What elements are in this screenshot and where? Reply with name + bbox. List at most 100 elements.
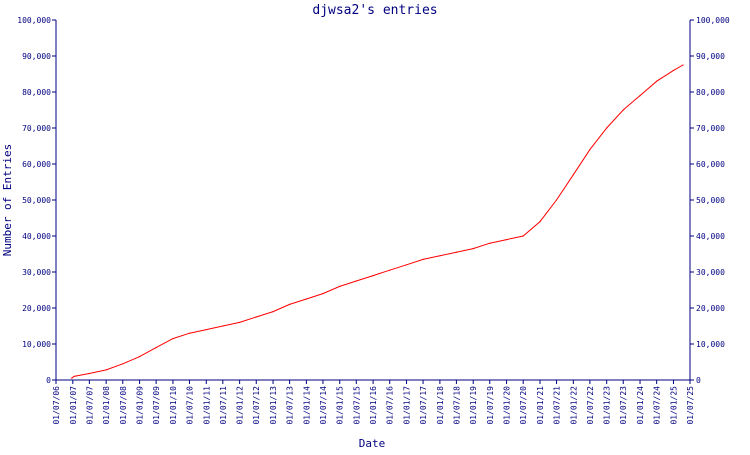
y-tick-label-right: 20,000: [696, 304, 725, 313]
data-point: [682, 64, 684, 66]
x-tick-label: 01/07/19: [486, 386, 495, 425]
x-tick-label: 01/01/22: [569, 386, 578, 425]
x-tick-label: 01/07/16: [386, 386, 395, 425]
data-point: [506, 239, 508, 241]
x-tick-label: 01/07/18: [452, 386, 461, 425]
x-tick-label: 01/07/25: [686, 386, 695, 425]
data-point: [289, 303, 291, 305]
x-tick-label: 01/01/19: [469, 386, 478, 425]
x-tick-label: 01/07/23: [619, 386, 628, 425]
data-point: [355, 280, 357, 282]
y-tick-label-left: 80,000: [22, 88, 51, 97]
y-axis-label: Number of Entries: [1, 144, 14, 257]
data-point: [172, 338, 174, 340]
y-tick-label-left: 60,000: [22, 160, 51, 169]
data-point: [188, 332, 191, 334]
x-tick-label: 01/01/07: [69, 386, 78, 425]
data-point: [622, 109, 624, 111]
data-point: [139, 356, 141, 358]
x-axis-label: Date: [359, 437, 386, 450]
data-point: [522, 235, 524, 237]
axes: [55, 20, 691, 381]
x-tick-label: 01/07/09: [152, 386, 161, 425]
x-tick-label: 01/07/13: [286, 386, 295, 425]
series: [71, 64, 684, 379]
y-tick-label-right: 30,000: [696, 268, 725, 277]
x-tick-label: 01/01/15: [336, 386, 345, 425]
series-line: [71, 64, 684, 379]
data-point: [372, 275, 374, 277]
y-tick-label-right: 50,000: [696, 196, 725, 205]
ticks: 0 0 10,000 10,000 20,000 20,000 30,000 30,000 40…: [17, 16, 730, 425]
x-tick-label: 01/07/20: [519, 386, 528, 425]
data-point: [572, 174, 574, 176]
x-tick-label: 01/07/06: [52, 386, 61, 425]
data-point: [122, 363, 124, 365]
y-tick-label-left: 20,000: [22, 304, 51, 313]
data-point: [272, 311, 274, 313]
x-tick-label: 01/01/24: [636, 386, 645, 425]
data-point: [255, 316, 257, 318]
data-point: [239, 321, 241, 323]
data-point: [539, 221, 541, 223]
x-tick-label: 01/07/07: [85, 386, 94, 425]
y-tick-label-right: 40,000: [696, 232, 725, 241]
y-tick-label-left: 0: [46, 376, 51, 385]
y-tick-label-right: 0: [696, 376, 701, 385]
y-tick-label-right: 70,000: [696, 124, 725, 133]
x-tick-label: 01/01/08: [102, 386, 111, 425]
y-tick-label-right: 90,000: [696, 52, 725, 61]
x-tick-label: 01/01/23: [603, 386, 612, 425]
x-tick-label: 01/07/17: [419, 386, 428, 425]
x-tick-label: 01/01/09: [136, 386, 145, 425]
x-tick-label: 01/07/21: [553, 386, 562, 425]
x-tick-label: 01/07/10: [185, 386, 194, 425]
x-tick-label: 01/01/14: [302, 386, 311, 425]
x-tick-label: 01/01/25: [669, 386, 678, 425]
x-tick-label: 01/01/20: [503, 386, 512, 425]
x-tick-label: 01/01/16: [369, 386, 378, 425]
chart-title: djwsa2's entries: [312, 3, 437, 18]
data-point: [155, 347, 157, 349]
data-point: [222, 325, 224, 327]
y-tick-label-left: 40,000: [22, 232, 51, 241]
y-tick-label-right: 100,000: [696, 16, 730, 25]
data-point: [322, 293, 324, 295]
x-tick-label: 01/07/24: [653, 386, 662, 425]
y-tick-label-right: 80,000: [696, 88, 725, 97]
data-point: [589, 149, 591, 151]
x-tick-label: 01/07/11: [219, 386, 228, 425]
data-point: [339, 285, 341, 287]
data-point: [71, 377, 73, 379]
x-tick-label: 01/07/15: [352, 386, 361, 425]
y-tick-label-right: 60,000: [696, 160, 725, 169]
x-tick-label: 01/01/10: [169, 386, 178, 425]
x-tick-label: 01/01/13: [269, 386, 278, 425]
y-tick-label-left: 10,000: [22, 340, 51, 349]
data-point: [205, 329, 207, 331]
data-point: [639, 95, 641, 97]
data-point: [606, 127, 608, 129]
data-point: [672, 69, 675, 71]
data-point: [405, 264, 408, 266]
data-point: [439, 255, 441, 257]
x-tick-label: 01/01/17: [403, 386, 412, 425]
data-point: [422, 258, 424, 260]
x-tick-label: 01/07/14: [319, 386, 328, 425]
data-point: [555, 199, 558, 201]
data-point: [105, 369, 107, 371]
data-point: [73, 375, 75, 377]
y-tick-label-left: 50,000: [22, 196, 51, 205]
x-tick-label: 01/07/12: [252, 386, 261, 425]
y-tick-label-left: 30,000: [22, 268, 51, 277]
data-point: [455, 251, 457, 253]
x-tick-label: 01/01/12: [236, 386, 245, 425]
y-tick-label-left: 100,000: [17, 16, 51, 25]
x-tick-label: 01/01/21: [536, 386, 545, 425]
data-point: [656, 80, 658, 82]
x-tick-label: 01/01/11: [202, 386, 211, 425]
data-point: [305, 298, 307, 300]
x-tick-label: 01/07/08: [119, 386, 128, 425]
